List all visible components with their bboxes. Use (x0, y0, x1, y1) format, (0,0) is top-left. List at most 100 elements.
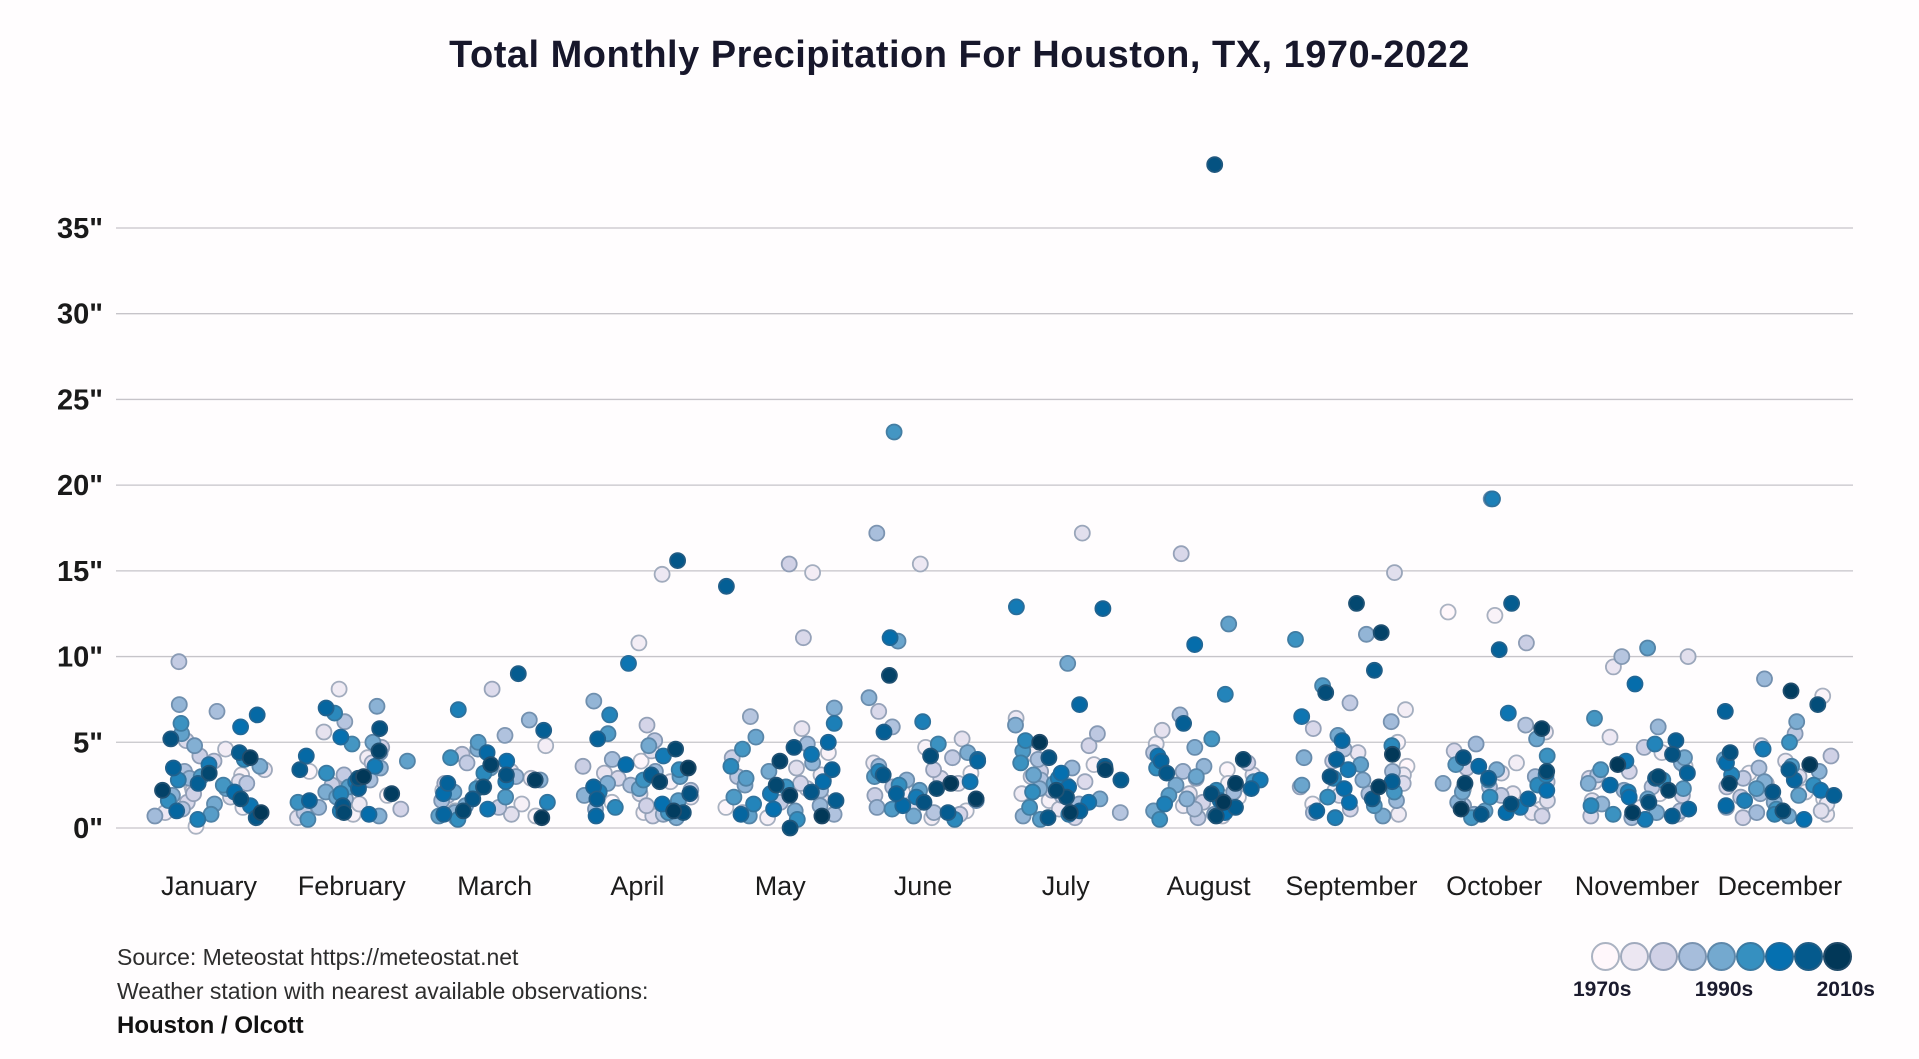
data-point (860, 689, 878, 707)
data-point (172, 715, 190, 732)
data-point (170, 696, 188, 713)
data-point (1592, 761, 1610, 779)
legend-dot-3 (1678, 942, 1707, 971)
data-point (383, 785, 401, 803)
data-point (335, 804, 353, 821)
legend-labels: 1970s 1990s 2010s (1573, 978, 1875, 1002)
data-point (868, 799, 886, 816)
data-point (823, 761, 841, 779)
data-point (1218, 761, 1236, 779)
data-point (944, 749, 961, 767)
data-point (1538, 747, 1556, 765)
data-point (479, 800, 497, 818)
data-point (942, 775, 960, 792)
data-point (497, 766, 515, 784)
data-point (1717, 797, 1735, 815)
data-point (1788, 713, 1806, 731)
data-point (513, 795, 531, 813)
data-point (299, 811, 317, 828)
data-point (1242, 780, 1260, 797)
data-point (168, 802, 186, 820)
data-point (1348, 595, 1365, 612)
data-point (1502, 795, 1520, 813)
data-point (905, 807, 922, 825)
data-point (967, 790, 985, 808)
data-point (1480, 769, 1497, 787)
data-point (1636, 811, 1654, 828)
decade-color-legend: 1970s 1990s 2010s (1573, 942, 1875, 1002)
data-point (1734, 809, 1752, 827)
data-point (1609, 756, 1627, 773)
data-point (464, 790, 482, 808)
data-point (681, 785, 699, 803)
data-point (771, 752, 789, 770)
data-point (588, 790, 606, 808)
data-point (1328, 751, 1345, 768)
data-point (1366, 661, 1383, 679)
data-point (1178, 790, 1196, 808)
x-label-december: December (1718, 871, 1843, 901)
data-point (827, 792, 845, 809)
data-point (1812, 802, 1830, 820)
data-point (1675, 780, 1692, 797)
data-point (146, 807, 164, 825)
legend-dot-5 (1736, 942, 1765, 971)
data-point (520, 711, 538, 729)
data-point (392, 800, 410, 818)
data-point (1061, 804, 1079, 821)
data-point (632, 752, 650, 770)
data-point (1486, 607, 1504, 624)
data-point (1319, 788, 1337, 806)
data-point (1384, 745, 1401, 763)
legend-dot-6 (1765, 942, 1794, 971)
data-point (1790, 787, 1808, 804)
data-point (355, 768, 372, 785)
data-point (1721, 775, 1738, 792)
data-point (1667, 732, 1685, 749)
data-point (537, 737, 555, 755)
data-point (238, 775, 256, 792)
chart-title: Total Monthly Precipitation For Houston,… (449, 34, 1470, 76)
data-point (1372, 624, 1390, 641)
data-point (1071, 696, 1088, 713)
data-point (925, 761, 942, 779)
legend-label-1970s: 1970s (1573, 978, 1632, 1001)
legend-dot-1 (1620, 942, 1649, 971)
data-point (1094, 600, 1112, 617)
data-point (1341, 793, 1358, 811)
data-point (1059, 655, 1077, 672)
data-point (498, 752, 516, 770)
data-point (435, 805, 453, 823)
data-point (483, 680, 501, 698)
data-point (497, 788, 515, 806)
data-point (1764, 783, 1782, 801)
legend-dot-4 (1707, 942, 1736, 971)
y-tick-label-35: 35" (57, 213, 103, 245)
data-point (509, 665, 527, 683)
data-point (1774, 802, 1792, 820)
data-point (241, 749, 259, 767)
data-point (502, 805, 520, 823)
x-label-april: April (610, 871, 664, 901)
data-point (1756, 670, 1773, 688)
data-point (1439, 603, 1457, 621)
data-point (1613, 648, 1631, 665)
data-point (788, 759, 805, 777)
station-name: Houston / Olcott (117, 1012, 304, 1039)
data-point (1639, 639, 1656, 657)
data-point (1579, 775, 1597, 792)
data-point (1508, 754, 1525, 772)
data-point (874, 766, 892, 784)
data-point (208, 703, 226, 720)
data-point (449, 701, 467, 719)
data-point (1470, 757, 1488, 775)
data-point (881, 629, 899, 647)
data-point (1679, 764, 1696, 782)
data-point (398, 752, 416, 770)
data-point (1203, 730, 1221, 748)
data-point (1089, 725, 1106, 743)
data-point (1533, 720, 1551, 737)
legend-dot-7 (1794, 942, 1823, 971)
data-point (539, 793, 556, 811)
data-point (1039, 809, 1057, 827)
